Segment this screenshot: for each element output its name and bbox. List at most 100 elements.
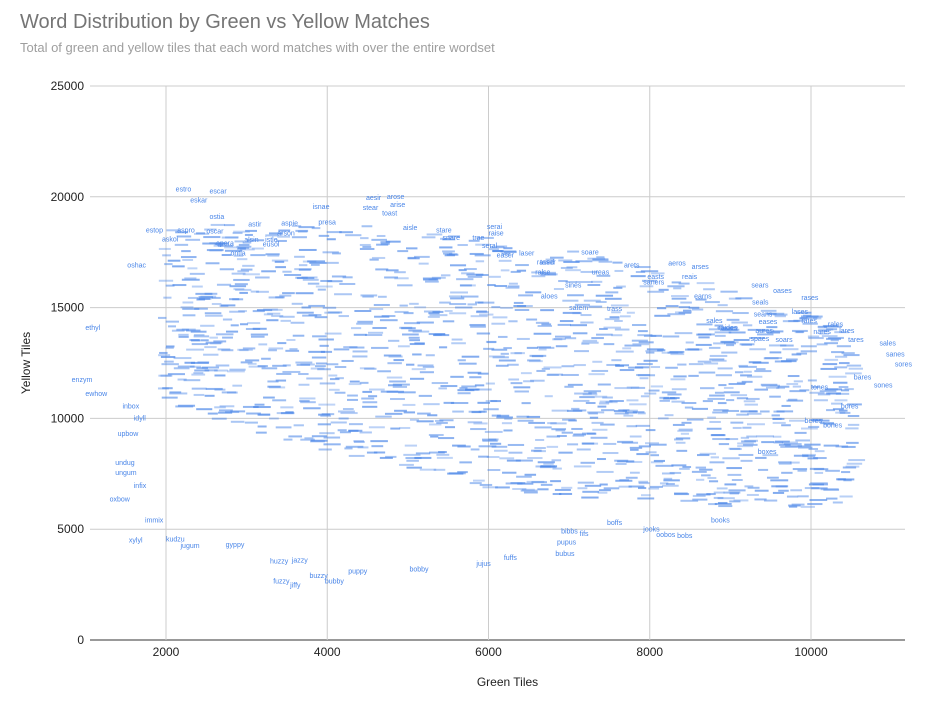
word-mark: [769, 395, 781, 398]
word-mark: [397, 345, 410, 348]
word-mark: [620, 315, 631, 318]
word-mark: [388, 339, 400, 342]
word-mark: [839, 411, 851, 414]
word-mark: [800, 345, 817, 348]
word-mark: [592, 258, 609, 261]
word-mark: [193, 232, 210, 235]
word-mark: [304, 437, 314, 440]
word-mark: [722, 409, 740, 412]
word-point: earns: [694, 294, 712, 301]
word-mark: [166, 229, 181, 232]
word-mark: [712, 411, 728, 414]
word-point: ungum: [115, 470, 137, 477]
word-mark: [497, 335, 508, 338]
word-mark: [781, 471, 793, 474]
word-mark: [831, 351, 845, 354]
word-mark: [401, 327, 416, 330]
word-mark: [570, 324, 588, 327]
word-mark: [390, 427, 401, 430]
word-mark: [329, 378, 340, 381]
word-point: bubus: [555, 551, 575, 558]
word-mark: [190, 365, 202, 368]
word-mark: [567, 250, 580, 253]
word-mark: [427, 414, 438, 417]
word-mark: [558, 280, 568, 283]
word-mark: [406, 363, 415, 366]
word-mark: [268, 347, 284, 350]
word-mark: [250, 335, 265, 338]
word-mark: [561, 486, 573, 489]
word-mark: [832, 408, 844, 411]
word-mark: [320, 414, 332, 417]
word-mark: [200, 339, 209, 342]
word-mark: [602, 396, 613, 399]
word-mark: [726, 318, 740, 321]
word-mark: [808, 337, 824, 340]
word-mark: [640, 270, 659, 273]
word-mark: [392, 385, 408, 388]
word-mark: [479, 313, 494, 316]
word-mark: [423, 278, 439, 281]
word-mark: [225, 330, 239, 333]
word-mark: [682, 309, 692, 312]
word-mark: [165, 284, 175, 287]
word-mark: [840, 389, 850, 392]
word-mark: [756, 435, 774, 438]
word-mark: [461, 295, 479, 298]
word-mark: [846, 441, 859, 444]
word-point: aspro: [177, 227, 195, 234]
word-mark: [272, 399, 287, 402]
chart-subtitle: Total of green and yellow tiles that eac…: [20, 40, 495, 55]
word-mark: [615, 364, 630, 367]
word-mark: [518, 294, 534, 297]
word-mark: [744, 403, 758, 406]
word-mark: [789, 461, 800, 464]
word-mark: [737, 442, 754, 445]
word-point: sanes: [886, 351, 905, 358]
word-mark: [597, 458, 606, 461]
word-mark: [353, 333, 367, 336]
word-mark: [734, 371, 744, 374]
word-mark: [232, 298, 244, 301]
word-mark: [643, 359, 658, 362]
word-mark: [291, 236, 307, 239]
word-mark: [478, 445, 497, 448]
word-mark: [490, 246, 505, 249]
word-mark: [409, 339, 420, 342]
word-mark: [373, 303, 390, 306]
word-mark: [846, 462, 863, 465]
word-mark: [792, 468, 808, 471]
word-mark: [623, 414, 634, 417]
word-mark: [691, 308, 704, 311]
word-mark: [311, 435, 328, 438]
word-mark: [625, 476, 638, 479]
word-mark: [311, 356, 327, 359]
word-mark: [371, 445, 384, 448]
word-mark: [368, 426, 385, 429]
word-mark: [193, 333, 205, 336]
word-mark: [187, 296, 199, 299]
word-mark: [771, 485, 789, 488]
word-point: oshac: [127, 263, 146, 270]
word-mark: [214, 374, 226, 377]
word-mark: [257, 365, 268, 368]
word-mark: [372, 326, 387, 329]
word-mark: [746, 493, 759, 496]
word-mark: [603, 487, 620, 490]
word-mark: [667, 313, 686, 316]
word-mark: [450, 297, 465, 300]
word-mark: [397, 250, 409, 253]
word-mark: [555, 345, 568, 348]
word-mark: [362, 390, 372, 393]
word-mark: [214, 406, 226, 409]
word-point: buzzy: [310, 573, 329, 580]
word-mark: [278, 229, 291, 232]
word-mark: [326, 363, 339, 366]
word-mark: [422, 277, 441, 280]
word-mark: [217, 244, 234, 247]
word-mark: [605, 291, 619, 294]
word-mark: [229, 310, 245, 313]
word-mark: [835, 392, 850, 395]
word-mark: [337, 429, 347, 432]
word-mark: [489, 442, 502, 445]
